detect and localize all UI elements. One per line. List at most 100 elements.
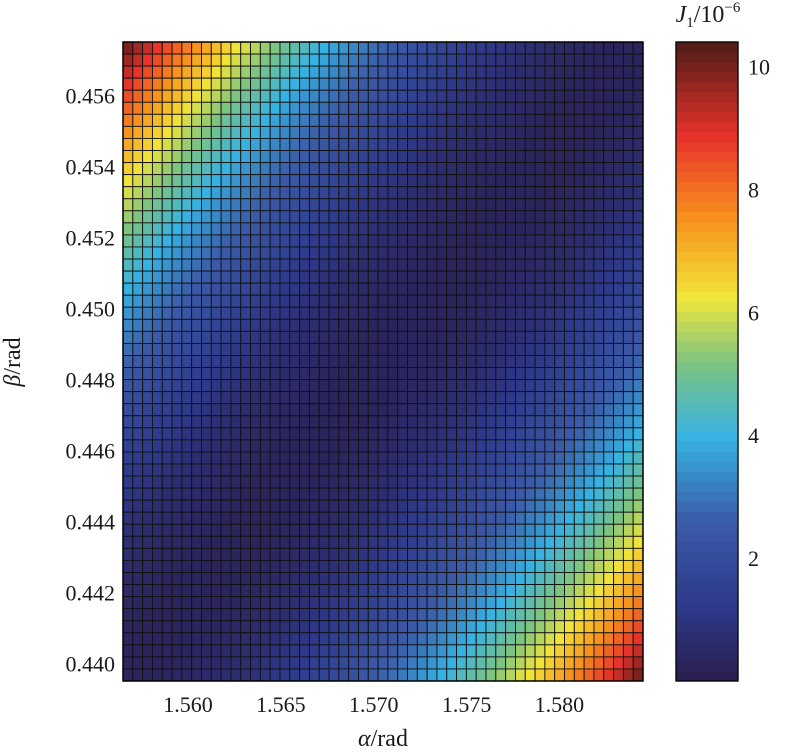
heatmap-cell xyxy=(201,511,212,525)
heatmap-cell xyxy=(151,487,163,501)
heatmap-cell xyxy=(279,499,291,513)
heatmap-cell xyxy=(515,198,526,212)
heatmap-cell xyxy=(515,523,526,537)
heatmap-cell xyxy=(132,282,144,296)
heatmap-cell xyxy=(564,137,575,151)
heatmap-cell xyxy=(259,584,271,598)
heatmap-cell xyxy=(338,379,350,393)
heatmap-cell xyxy=(259,41,271,55)
heatmap-cell xyxy=(122,403,134,417)
heatmap-cell xyxy=(328,559,340,573)
heatmap-cell xyxy=(583,174,595,188)
heatmap-cell xyxy=(250,77,261,91)
heatmap-cell xyxy=(436,511,448,525)
heatmap-cell xyxy=(534,608,546,622)
heatmap-cell xyxy=(191,656,202,670)
heatmap-cell xyxy=(495,620,507,634)
heatmap-cell xyxy=(573,547,585,561)
heatmap-cell xyxy=(230,632,242,646)
heatmap-cell xyxy=(397,547,408,561)
colorbar-band xyxy=(676,601,738,612)
heatmap-cell xyxy=(465,415,477,429)
heatmap-cell xyxy=(534,572,546,585)
heatmap-cell xyxy=(446,234,458,248)
y-tick-label: 0.440 xyxy=(66,651,116,676)
heatmap-cell xyxy=(613,198,624,212)
heatmap-cell xyxy=(328,101,340,115)
heatmap-cell xyxy=(338,403,350,417)
heatmap-cell xyxy=(564,150,575,164)
heatmap-cell xyxy=(583,258,595,272)
heatmap-cell xyxy=(573,487,585,501)
heatmap-cell xyxy=(259,150,271,164)
heatmap-cell xyxy=(318,150,330,164)
heatmap-cell xyxy=(377,125,389,139)
heatmap-cell xyxy=(593,656,605,670)
heatmap-cell xyxy=(515,656,526,670)
heatmap-cell xyxy=(593,487,605,501)
heatmap-cell xyxy=(573,644,585,658)
heatmap-cell xyxy=(220,427,232,441)
heatmap-cell xyxy=(554,572,565,585)
heatmap-cell xyxy=(338,342,350,356)
heatmap-cell xyxy=(495,463,507,477)
heatmap-cell xyxy=(299,174,310,188)
heatmap-cell xyxy=(348,150,359,164)
heatmap-cell xyxy=(279,342,291,356)
heatmap-cell xyxy=(259,125,271,139)
heatmap-cell xyxy=(220,222,232,236)
heatmap-cell xyxy=(122,596,134,610)
heatmap-cell xyxy=(151,668,163,682)
heatmap-cell xyxy=(495,391,507,405)
heatmap-cell xyxy=(279,330,291,344)
heatmap-cell xyxy=(367,535,379,549)
heatmap-cell xyxy=(338,294,350,308)
heatmap-cell xyxy=(308,391,320,405)
heatmap-cell xyxy=(328,294,340,308)
heatmap-cell xyxy=(279,174,291,188)
heatmap-cell xyxy=(426,198,438,212)
heatmap-cell xyxy=(515,367,526,381)
heatmap-cell xyxy=(338,137,350,151)
heatmap-cell xyxy=(456,367,467,381)
heatmap-cell xyxy=(465,499,477,513)
heatmap-cell xyxy=(151,559,163,573)
heatmap-cell xyxy=(622,53,634,67)
heatmap-cell xyxy=(201,355,212,368)
heatmap-cell xyxy=(613,596,624,610)
heatmap-cell xyxy=(387,186,399,200)
heatmap-cell xyxy=(338,596,350,610)
heatmap-cell xyxy=(289,608,301,622)
heatmap-cell xyxy=(122,620,134,634)
heatmap-cell xyxy=(436,330,448,344)
heatmap-cell xyxy=(505,439,516,453)
heatmap-cell xyxy=(583,270,595,284)
heatmap-cell xyxy=(308,65,320,79)
heatmap-cell xyxy=(230,342,242,356)
heatmap-cell xyxy=(456,427,467,441)
heatmap-cell xyxy=(358,65,369,79)
heatmap-cell xyxy=(367,53,379,67)
heatmap-cell xyxy=(593,89,605,103)
heatmap-cell xyxy=(328,391,340,405)
heatmap-cell xyxy=(142,210,153,224)
heatmap-cell xyxy=(328,427,340,441)
heatmap-cell xyxy=(230,89,242,103)
heatmap-cell xyxy=(318,89,330,103)
heatmap-cell xyxy=(171,53,183,67)
heatmap-cell xyxy=(436,632,448,646)
heatmap-cell xyxy=(161,77,173,91)
heatmap-cell xyxy=(240,125,252,139)
heatmap-cell xyxy=(348,113,359,127)
heatmap-cell xyxy=(210,391,222,405)
heatmap-cell xyxy=(544,511,556,525)
heatmap-cell xyxy=(181,427,193,441)
heatmap-cell xyxy=(387,463,399,477)
heatmap-cell xyxy=(495,451,507,465)
heatmap-cell xyxy=(583,632,595,646)
heatmap-cell xyxy=(240,427,252,441)
heatmap-cell xyxy=(544,282,556,296)
heatmap-cell xyxy=(407,41,418,55)
heatmap-cell xyxy=(132,65,144,79)
heatmap-cell xyxy=(269,644,281,658)
